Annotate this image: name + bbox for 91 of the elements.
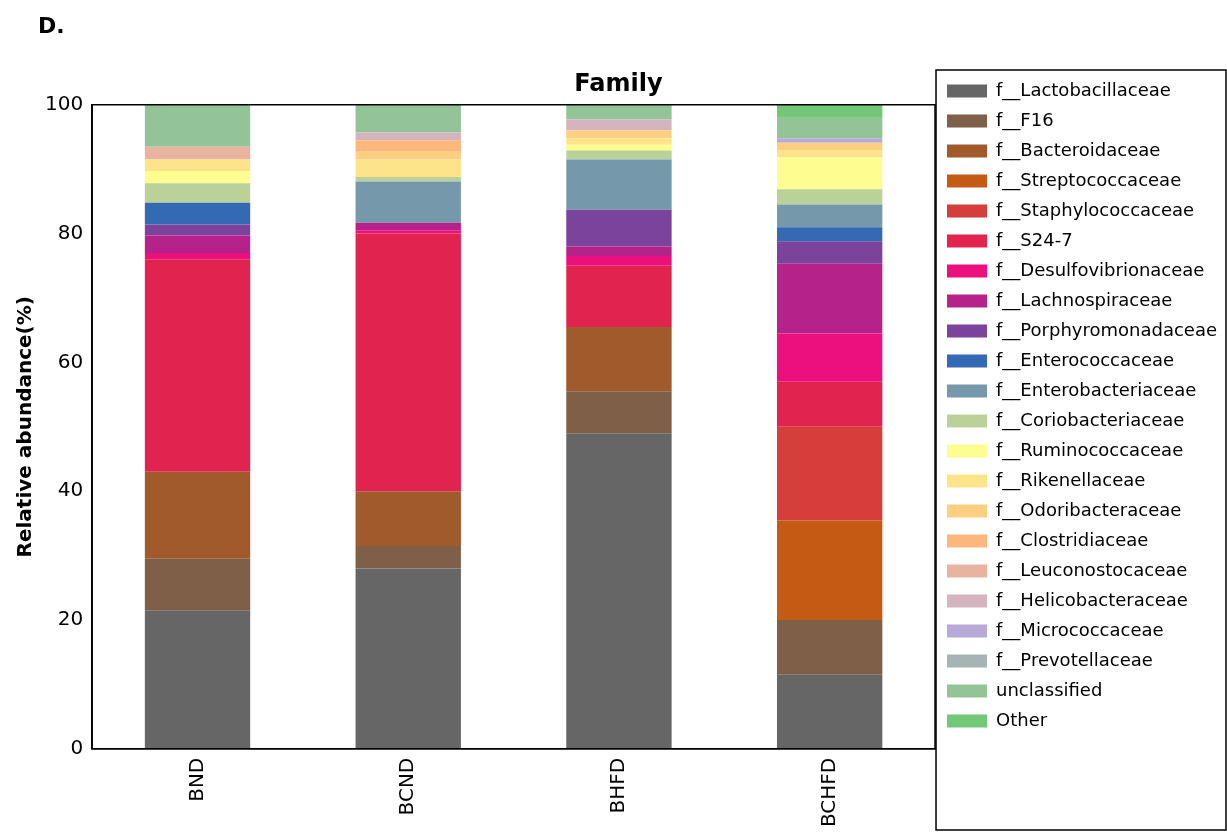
legend-label: f__Streptococcaceae bbox=[996, 168, 1182, 191]
bar bbox=[776, 142, 883, 150]
legend-label: f__Prevotellaceae bbox=[996, 648, 1153, 671]
legend-label: unclassified bbox=[996, 678, 1103, 700]
bar bbox=[355, 568, 461, 749]
x-tick-label: BCHFD bbox=[815, 757, 840, 827]
bar bbox=[144, 235, 251, 253]
bar bbox=[566, 119, 672, 131]
bar bbox=[355, 151, 461, 160]
legend-label: f__Enterobacteriaceae bbox=[996, 378, 1197, 401]
bar bbox=[776, 241, 883, 264]
bar bbox=[776, 138, 883, 143]
bar bbox=[776, 381, 883, 427]
bar bbox=[776, 149, 883, 158]
bar bbox=[566, 130, 672, 139]
legend-label: f__Porphyromonadaceae bbox=[996, 318, 1217, 341]
legend-label: f__Lactobacillaceae bbox=[996, 78, 1171, 101]
bar bbox=[776, 204, 883, 228]
legend-label: f__Coriobacteriaceae bbox=[996, 408, 1185, 431]
y-axis-title: Relative abundance(%) bbox=[12, 296, 37, 558]
bar bbox=[355, 222, 461, 231]
bar bbox=[355, 491, 461, 546]
legend-label: Other bbox=[996, 708, 1048, 730]
legend-label: f__Rikenellaceae bbox=[996, 468, 1146, 491]
bar bbox=[776, 674, 883, 749]
legend-label: f__S24-7 bbox=[996, 228, 1073, 251]
x-tick-label: BND bbox=[183, 757, 208, 802]
bar bbox=[355, 230, 461, 234]
bar bbox=[776, 157, 883, 190]
bar bbox=[566, 209, 672, 247]
legend-label: f__Bacteroidaceae bbox=[996, 138, 1161, 161]
legend-label: f__Odoribacteraceae bbox=[996, 498, 1182, 521]
bar bbox=[566, 150, 672, 160]
y-tick-label: 40 bbox=[57, 477, 84, 502]
legend-label: f__Staphylococcaceae bbox=[996, 198, 1195, 221]
bar bbox=[355, 181, 461, 223]
bar bbox=[144, 224, 251, 236]
bar bbox=[144, 202, 251, 225]
bar bbox=[144, 558, 251, 611]
bar bbox=[144, 610, 251, 749]
y-tick-label: 20 bbox=[57, 606, 84, 631]
legend-label: f__Ruminococcaceae bbox=[996, 438, 1184, 461]
y-tick-label: 80 bbox=[57, 219, 84, 244]
x-tick-label: BHFD bbox=[605, 757, 630, 814]
legend-label: f__Leuconostocaceae bbox=[996, 558, 1188, 581]
y-tick-label: 60 bbox=[57, 348, 84, 373]
bar bbox=[355, 132, 461, 141]
legend-label: f__F16 bbox=[996, 108, 1054, 131]
legend-label: f__Helicobacteraceae bbox=[996, 588, 1188, 611]
bar bbox=[144, 471, 251, 559]
bar bbox=[144, 171, 251, 184]
bar bbox=[776, 333, 883, 382]
y-tick-label: 0 bbox=[70, 734, 84, 759]
bar bbox=[776, 117, 883, 139]
bar bbox=[355, 545, 461, 569]
bar bbox=[566, 246, 672, 257]
bar bbox=[144, 259, 251, 472]
bar bbox=[144, 252, 251, 260]
bar bbox=[355, 159, 461, 177]
x-tick-label: BCND bbox=[394, 757, 419, 816]
bar bbox=[776, 263, 883, 334]
bar bbox=[566, 326, 672, 392]
y-tick-label: 100 bbox=[44, 91, 84, 115]
legend-label: f__Lachnospiraceae bbox=[996, 288, 1173, 311]
text: D. bbox=[38, 12, 65, 38]
bar bbox=[144, 183, 251, 203]
bar bbox=[144, 146, 251, 160]
bar bbox=[566, 256, 672, 266]
legend-label: f__Micrococcaceae bbox=[996, 618, 1164, 641]
chart-title: Family bbox=[574, 68, 663, 97]
bar bbox=[776, 520, 883, 620]
bar bbox=[776, 227, 883, 242]
bar bbox=[566, 159, 672, 210]
bar bbox=[355, 104, 461, 133]
bar bbox=[566, 265, 672, 327]
bar bbox=[355, 140, 461, 152]
legend-label: f__Desulfovibrionaceae bbox=[996, 258, 1205, 281]
legend-label: f__Enterococcaceae bbox=[996, 348, 1175, 371]
bar bbox=[355, 233, 461, 492]
bar bbox=[566, 391, 672, 434]
bar bbox=[566, 433, 672, 749]
bar bbox=[566, 144, 672, 151]
bar bbox=[144, 104, 251, 147]
bar bbox=[776, 426, 883, 521]
bar bbox=[566, 138, 672, 145]
bar bbox=[144, 159, 251, 172]
bar bbox=[776, 189, 883, 205]
bar bbox=[776, 619, 883, 675]
bar bbox=[776, 104, 883, 118]
bar bbox=[566, 104, 672, 120]
legend-label: f__Clostridiaceae bbox=[996, 528, 1149, 551]
